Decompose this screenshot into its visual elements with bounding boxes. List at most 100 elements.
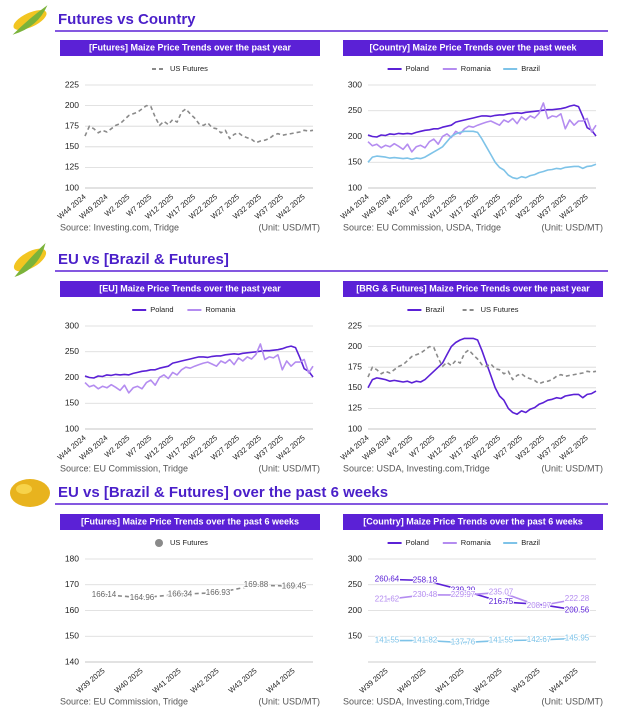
data-label: 239.20 [451,585,476,594]
y-tick-label: 175 [65,120,79,130]
y-tick-label: 125 [65,162,79,172]
y-tick-label: 150 [65,631,79,641]
y-tick-label: 300 [348,79,362,89]
y-tick-label: 175 [348,361,362,371]
section-title: EU vs [Brazil & Futures] over the past 6… [58,484,388,501]
point [178,592,182,597]
x-tick-label: W43 2025 [227,666,259,695]
unit-note: (Unit: USD/MT) [542,222,604,232]
panel-title: [Futures] Maize Price Trends over the pa… [81,516,299,526]
data-label: 230.48 [413,590,438,599]
data-label: 145.95 [565,633,590,642]
y-tick-label: 170 [65,579,79,589]
x-tick-label: W41 2025 [434,666,466,695]
legend-label: Romania [205,305,236,314]
series-line [367,337,597,415]
series-line [367,345,597,385]
x-tick-label: W42 2025 [472,666,504,695]
y-tick-label: 140 [65,656,79,666]
legend-marker [155,539,163,547]
x-tick-label: W44 2025 [265,666,297,695]
corn-icon [13,242,47,278]
panel-title: [Country] Maize Price Trends over the pa… [363,516,583,526]
x-tick-label: W40 2025 [113,666,145,695]
legend-label: Brazil [521,538,540,547]
data-label: 166.14 [92,590,117,599]
y-tick-label: 250 [348,105,362,115]
series-line [84,345,314,379]
y-tick-label: 160 [65,605,79,615]
y-tick-label: 225 [348,320,362,330]
panel-title-bar [343,281,603,297]
y-tick-label: 150 [65,398,79,408]
point [216,590,220,595]
data-label: 208.97 [527,601,552,610]
corn-icon [12,5,48,35]
unit-note: (Unit: USD/MT) [542,463,604,473]
legend-label: US Futures [170,538,208,547]
y-tick-label: 250 [65,346,79,356]
series-line [84,343,314,394]
y-tick-label: 150 [348,157,362,167]
panel-title: [BRG & Futures] Maize Price Trends over … [356,283,590,293]
x-tick-label: W41 2025 [151,666,183,695]
series-line [84,104,314,144]
y-tick-label: 125 [348,403,362,413]
source-note: Source: EU Commission, Tridge [60,696,188,706]
data-label: 260.64 [375,574,400,583]
corn-icon [10,479,50,507]
unit-note: (Unit: USD/MT) [542,696,604,706]
y-tick-label: 200 [348,341,362,351]
legend-label: Poland [150,305,173,314]
point [102,592,106,597]
y-tick-label: 150 [348,382,362,392]
data-label: 166.34 [168,589,193,598]
series-line [386,591,578,607]
y-tick-label: 100 [348,182,362,192]
source-note: Source: Investing.com, Tridge [60,222,179,232]
source-note: Source: EU Commission, USDA, Tridge [343,222,501,232]
panel-title-bar [60,281,320,297]
series-line [367,104,597,138]
y-tick-label: 100 [65,423,79,433]
data-label: 141.82 [413,636,438,645]
y-tick-label: 150 [65,141,79,151]
data-label: 169.88 [244,580,269,589]
source-note: Source: EU Commission, Tridge [60,463,188,473]
x-tick-label: W44 2025 [548,666,580,695]
data-label: 142.67 [527,635,552,644]
data-label: 200.56 [565,605,590,614]
data-label: 216.75 [489,597,514,606]
section-title: Futures vs Country [58,11,196,28]
y-tick-label: 300 [65,320,79,330]
data-label: 221.62 [375,594,400,603]
panel-title-bar [343,40,603,56]
legend-label: Romania [461,538,492,547]
data-label: 164.96 [130,593,155,602]
source-note: Source: USDA, Investing.com,Tridge [343,463,490,473]
x-tick-label: W40 2025 [396,666,428,695]
y-tick-label: 150 [348,631,362,641]
x-tick-label: W39 2025 [75,666,107,695]
data-label: 169.45 [282,581,307,590]
legend-label: Poland [406,64,429,73]
unit-note: (Unit: USD/MT) [259,696,321,706]
x-tick-label: W43 2025 [510,666,542,695]
data-label: 229.97 [451,590,476,599]
unit-note: (Unit: USD/MT) [259,222,321,232]
data-label: 141.55 [375,636,400,645]
panel-title-bar [60,514,320,530]
y-tick-label: 250 [348,579,362,589]
legend-label: US Futures [481,305,519,314]
series-line [367,102,597,153]
panel-title-bar [60,40,320,56]
y-tick-label: 200 [348,131,362,141]
point [254,583,258,588]
data-label: 258.18 [413,576,438,585]
legend-label: Brazil [521,64,540,73]
data-label: 166.93 [206,588,231,597]
y-tick-label: 100 [65,182,79,192]
y-tick-label: 225 [65,79,79,89]
y-tick-label: 200 [65,372,79,382]
y-tick-label: 200 [65,100,79,110]
